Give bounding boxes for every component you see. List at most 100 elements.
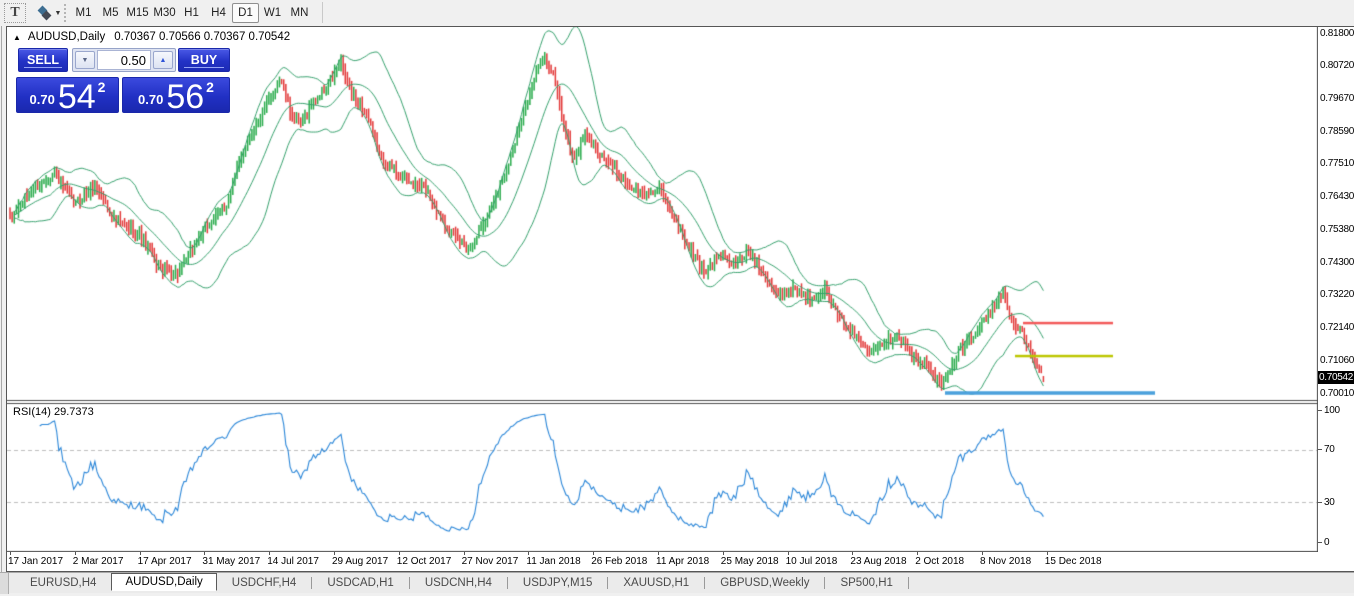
- price-axis-label: 0.70010: [1318, 387, 1354, 399]
- buy-button[interactable]: BUY: [178, 48, 230, 72]
- date-axis-tick: [1046, 552, 1048, 555]
- price-axis-label: 0.72140: [1318, 322, 1354, 334]
- date-label: 17 Apr 2017: [137, 556, 192, 567]
- date-label: 26 Feb 2018: [591, 556, 648, 567]
- chart-window: ▲ AUDUSD,Daily 0.70367 0.70566 0.70367 0…: [6, 26, 1354, 572]
- tab-usdchf-h4[interactable]: USDCHF,H4: [231, 577, 297, 589]
- timeframe-button-mn[interactable]: MN: [290, 7, 309, 19]
- buy-price-big: 56: [166, 78, 205, 116]
- date-axis-tick: [787, 552, 789, 555]
- toolbar-separator: [322, 2, 323, 23]
- date-label: 25 May 2018: [720, 556, 779, 567]
- date-axis-tick: [269, 552, 271, 555]
- timeframe-button-m1[interactable]: M1: [75, 7, 92, 19]
- axis-tick-value: 70: [1324, 444, 1335, 456]
- axis-tick-value: 0.71060: [1320, 355, 1354, 367]
- tab-usdcnh-h4[interactable]: USDCNH,H4: [424, 577, 492, 589]
- timeframe-button-h4[interactable]: H4: [211, 7, 226, 19]
- tab-separator: [408, 577, 410, 589]
- date-axis-tick: [593, 552, 595, 555]
- collapse-arrow-icon[interactable]: ▲: [13, 32, 21, 42]
- date-label: 2 Oct 2018: [915, 556, 965, 567]
- date-axis-tick: [204, 552, 206, 555]
- rsi-axis-label: 70: [1318, 444, 1354, 456]
- price-axis-label: 0.74300: [1318, 256, 1354, 268]
- timeframe-button-m15[interactable]: M15: [126, 7, 149, 19]
- axis-tick-value: 0.79670: [1320, 92, 1354, 104]
- chart-symbol: AUDUSD,Daily: [27, 31, 106, 43]
- date-label: 15 Dec 2018: [1044, 556, 1102, 567]
- price-axis-label: 0.77510: [1318, 158, 1354, 170]
- tab-separator: [506, 577, 508, 589]
- axis-tick-value: 30: [1324, 496, 1335, 508]
- sell-price-display[interactable]: 0.70 54 2: [16, 77, 119, 116]
- date-label: 23 Aug 2018: [850, 556, 907, 567]
- axis-tick-value: 0.77510: [1320, 158, 1354, 170]
- tab-separator: [607, 577, 609, 589]
- date-axis-tick: [917, 552, 919, 555]
- chart-tab-bar: EURUSD,H4 AUDUSD,Daily USDCHF,H4 USDCAD,H1 U…: [0, 572, 1354, 594]
- axis-tick-value: 0.76430: [1320, 191, 1354, 203]
- price-axis-label: 0.80720: [1318, 60, 1354, 72]
- tab-scroll-notch[interactable]: [0, 572, 9, 594]
- date-axis-tick: [658, 552, 659, 555]
- date-label: 11 Jan 2018: [526, 556, 581, 567]
- volume-spinner: ▼ ▲: [72, 48, 176, 72]
- axis-tick: [1318, 409, 1322, 411]
- date-axis-tick: [528, 552, 530, 555]
- arrows-tool-button[interactable]: ▼: [33, 3, 67, 23]
- timeframe-button-d1[interactable]: D1: [232, 3, 259, 23]
- chevron-down-icon: ▼: [54, 9, 62, 17]
- tab-audusd-daily[interactable]: AUDUSD,Daily: [111, 573, 217, 591]
- price-axis-label: 0.81800: [1318, 27, 1354, 39]
- date-axis-tick: [10, 552, 11, 555]
- axis-tick-value: 0: [1324, 536, 1330, 548]
- sell-price-big: 54: [57, 78, 96, 116]
- volume-input[interactable]: [98, 51, 150, 69]
- current-price-badge: 0.70542: [1318, 371, 1354, 384]
- rsi-axis-label: 100: [1318, 404, 1354, 416]
- tab-eurusd-h4[interactable]: EURUSD,H4: [30, 577, 97, 589]
- tab-gbpusd-weekly[interactable]: GBPUSD,Weekly: [720, 577, 810, 589]
- date-axis-tick: [139, 552, 141, 555]
- timeframe-button-m30[interactable]: M30: [153, 7, 176, 19]
- toolbar: T ▼ M1 M5 M15 M30 H1 H4 D1 W1 MN: [0, 0, 1354, 26]
- volume-decrease-button[interactable]: ▼: [75, 51, 95, 69]
- axis-tick: [1318, 449, 1322, 451]
- axis-tick: [1318, 501, 1322, 503]
- axis-tick-value: 0.81800: [1320, 27, 1354, 39]
- sell-button[interactable]: SELL: [18, 48, 68, 72]
- one-click-trading-panel: SELL ▼ ▲ BUY 0.70 54 2 0.70 56 2: [14, 47, 232, 114]
- axis-tick-value: 0.70010: [1320, 387, 1354, 399]
- date-label: 8 Nov 2018: [980, 556, 1032, 567]
- tab-xauusd-h1[interactable]: XAUUSD,H1: [623, 577, 690, 589]
- timeframe-button-m5[interactable]: M5: [102, 7, 119, 19]
- sell-price-pip: 2: [97, 79, 106, 95]
- timeframe-button-h1[interactable]: H1: [184, 7, 199, 19]
- timeframe-button-w1[interactable]: W1: [263, 7, 282, 19]
- rsi-axis-label: 30: [1318, 496, 1354, 508]
- price-axis-label: 0.79670: [1318, 92, 1354, 104]
- chart-ohlc-values: 0.70367 0.70566 0.70367 0.70542: [114, 31, 291, 43]
- axis-tick-value: 0.80720: [1320, 60, 1354, 72]
- timeframe-button-group: M1 M5 M15 M30 H1 H4 D1 W1 MN: [70, 3, 313, 23]
- chart-canvas[interactable]: [7, 27, 1318, 552]
- buy-price-prefix: 0.70: [138, 92, 164, 107]
- price-axis-label: 0.76430: [1318, 191, 1354, 203]
- price-axis-label: 0.75380: [1318, 223, 1354, 235]
- chart-title: ▲ AUDUSD,Daily 0.70367 0.70566 0.70367 0…: [13, 31, 290, 43]
- date-label: 14 Jul 2017: [267, 556, 319, 567]
- volume-increase-button[interactable]: ▲: [153, 51, 173, 69]
- date-axis-tick: [74, 552, 76, 555]
- tab-sp500-h1[interactable]: SP500,H1: [840, 577, 893, 589]
- axis-tick-value: 0.78590: [1320, 125, 1354, 137]
- tab-usdjpy-m15[interactable]: USDJPY,M15: [522, 577, 593, 589]
- tab-usdcad-h1[interactable]: USDCAD,H1: [327, 577, 394, 589]
- date-label: 11 Apr 2018: [656, 556, 710, 567]
- text-label-tool-button[interactable]: T: [4, 3, 26, 23]
- buy-price-display[interactable]: 0.70 56 2: [122, 77, 230, 116]
- tab-separator: [824, 577, 826, 589]
- date-label: 2 Mar 2017: [72, 556, 124, 567]
- toolbar-grip[interactable]: [64, 4, 67, 22]
